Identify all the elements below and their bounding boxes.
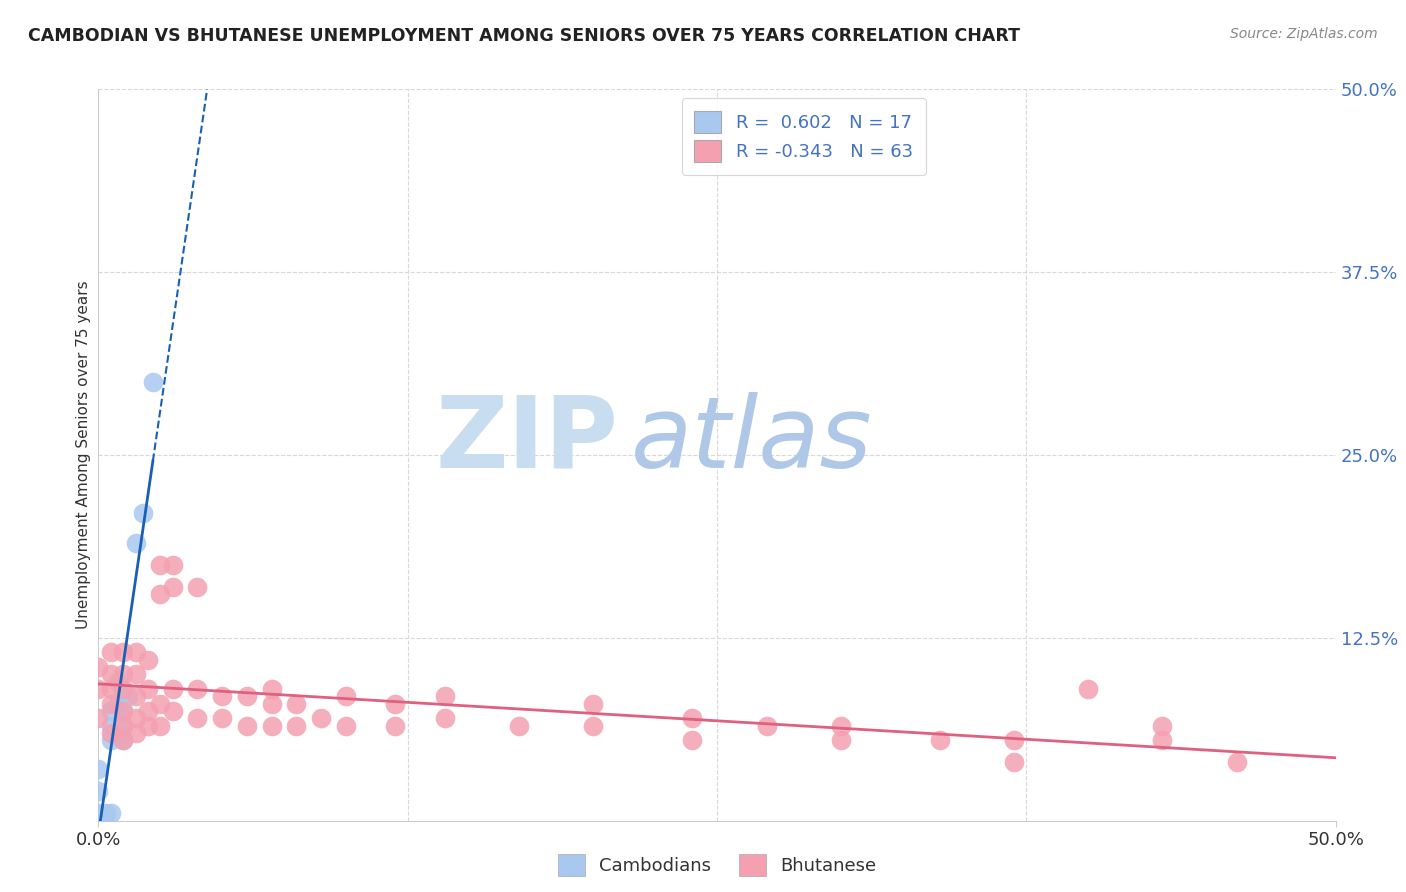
Point — [112, 704, 135, 718]
Point — [830, 718, 852, 732]
Point — [124, 645, 146, 659]
Point — [112, 681, 135, 696]
Legend: Cambodians, Bhutanese: Cambodians, Bhutanese — [548, 845, 886, 885]
Point — [87, 681, 110, 696]
Point — [1077, 681, 1099, 696]
Point — [384, 697, 406, 711]
Point — [285, 697, 308, 711]
Point — [112, 704, 135, 718]
Point — [1152, 718, 1174, 732]
Point — [149, 697, 172, 711]
Point — [112, 667, 135, 681]
Point — [124, 667, 146, 681]
Point — [681, 711, 703, 725]
Point — [162, 681, 184, 696]
Point — [335, 690, 357, 704]
Point — [186, 580, 208, 594]
Point — [830, 733, 852, 747]
Point — [162, 580, 184, 594]
Point — [260, 681, 283, 696]
Point — [186, 681, 208, 696]
Point — [928, 733, 950, 747]
Point — [1002, 733, 1025, 747]
Point — [508, 718, 530, 732]
Point — [136, 704, 159, 718]
Point — [136, 681, 159, 696]
Point — [433, 690, 456, 704]
Point — [335, 718, 357, 732]
Point — [149, 558, 172, 572]
Point — [107, 674, 129, 689]
Point — [100, 718, 122, 732]
Point — [124, 690, 146, 704]
Point — [681, 733, 703, 747]
Point — [309, 711, 332, 725]
Point — [433, 711, 456, 725]
Point — [100, 806, 122, 821]
Text: Source: ZipAtlas.com: Source: ZipAtlas.com — [1230, 27, 1378, 41]
Point — [1226, 755, 1249, 769]
Point — [132, 507, 155, 521]
Point — [236, 690, 259, 704]
Point — [582, 697, 605, 711]
Point — [100, 733, 122, 747]
Point — [87, 806, 110, 821]
Y-axis label: Unemployment Among Seniors over 75 years: Unemployment Among Seniors over 75 years — [76, 281, 91, 629]
Point — [162, 558, 184, 572]
Point — [94, 806, 117, 821]
Point — [124, 535, 146, 549]
Point — [124, 726, 146, 740]
Point — [112, 645, 135, 659]
Text: CAMBODIAN VS BHUTANESE UNEMPLOYMENT AMONG SENIORS OVER 75 YEARS CORRELATION CHAR: CAMBODIAN VS BHUTANESE UNEMPLOYMENT AMON… — [28, 27, 1021, 45]
Point — [285, 718, 308, 732]
Point — [1152, 733, 1174, 747]
Point — [100, 681, 122, 696]
Point — [136, 653, 159, 667]
Point — [260, 718, 283, 732]
Point — [100, 667, 122, 681]
Point — [149, 718, 172, 732]
Point — [100, 704, 122, 718]
Point — [100, 726, 122, 740]
Point — [112, 718, 135, 732]
Point — [124, 711, 146, 725]
Point — [112, 733, 135, 747]
Point — [100, 645, 122, 659]
Point — [162, 704, 184, 718]
Point — [236, 718, 259, 732]
Point — [87, 711, 110, 725]
Point — [755, 718, 778, 732]
Point — [87, 763, 110, 777]
Point — [260, 697, 283, 711]
Point — [112, 733, 135, 747]
Point — [87, 660, 110, 674]
Point — [87, 784, 110, 798]
Text: atlas: atlas — [630, 392, 872, 489]
Point — [1002, 755, 1025, 769]
Point — [384, 718, 406, 732]
Point — [136, 718, 159, 732]
Point — [211, 711, 233, 725]
Point — [149, 587, 172, 601]
Point — [100, 697, 122, 711]
Point — [107, 697, 129, 711]
Point — [117, 690, 139, 704]
Point — [112, 718, 135, 732]
Point — [186, 711, 208, 725]
Point — [582, 718, 605, 732]
Point — [211, 690, 233, 704]
Text: ZIP: ZIP — [436, 392, 619, 489]
Point — [142, 375, 165, 389]
